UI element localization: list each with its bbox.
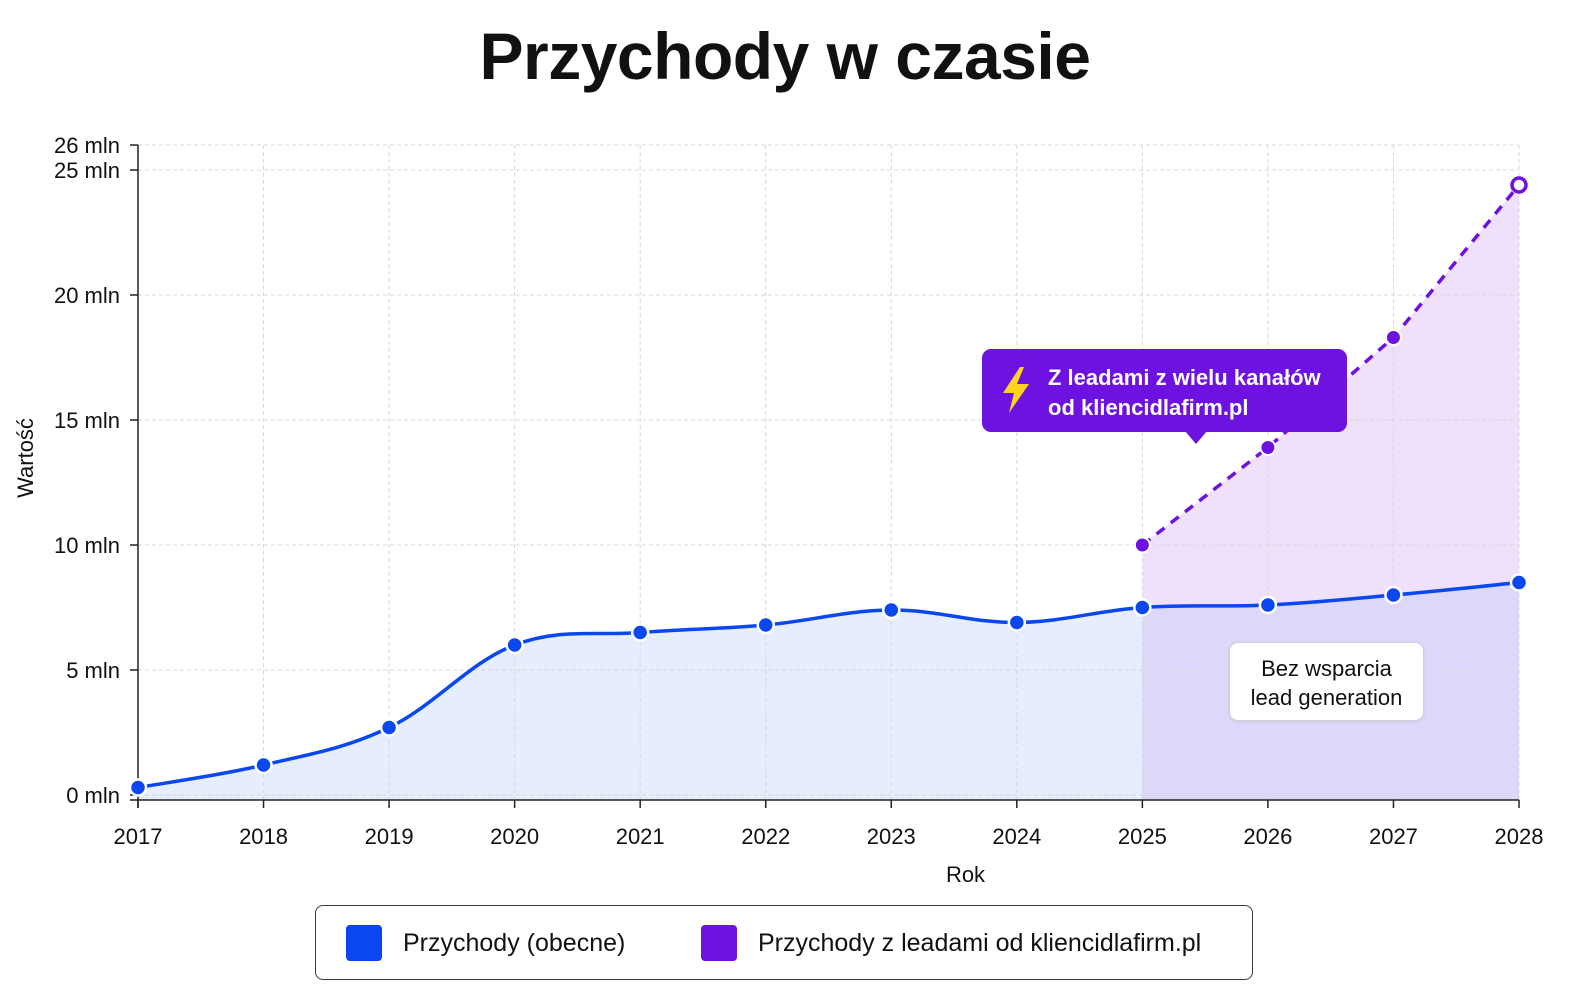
lightning-bolt-icon	[1003, 367, 1029, 413]
x-tick-label-9: 2026	[1243, 824, 1292, 849]
leads-callout-line-2: od kliencidlafirm.pl	[1048, 395, 1249, 420]
legend-label-current: Przychody (obecne)	[403, 928, 626, 957]
x-tick-label-7: 2024	[992, 824, 1041, 849]
legend-item-leads[interactable]: Przychody z leadami od kliencidlafirm.pl	[701, 925, 1201, 961]
point-leads-2026	[1259, 439, 1277, 456]
point-leads-2028	[1510, 176, 1528, 194]
x-tick-label-2: 2019	[365, 824, 414, 849]
leads-callout: Z leadami z wielu kanałów od kliencidlaf…	[982, 349, 1347, 444]
legend-item-current[interactable]: Przychody (obecne)	[346, 925, 625, 961]
point-leads-2027	[1384, 329, 1402, 346]
point-current-2023	[882, 600, 901, 620]
x-tick-label-5: 2022	[741, 824, 790, 849]
y-tick-label-3: 15 mln	[54, 408, 120, 433]
x-tick-label-10: 2027	[1369, 824, 1418, 849]
leads-callout-line-1: Z leadami z wielu kanałów	[1048, 365, 1321, 390]
x-tick-label-4: 2021	[616, 824, 665, 849]
legend: Przychody (obecne) Przychody z leadami o…	[315, 905, 1253, 980]
point-leads-2025	[1133, 536, 1151, 554]
series-line-current	[137, 580, 1520, 790]
point-current-2024	[1007, 613, 1027, 632]
point-current-2017	[128, 778, 148, 797]
legend-label-leads: Przychody z leadami od kliencidlafirm.pl	[758, 928, 1202, 957]
x-tick-label-0: 2017	[114, 824, 163, 849]
y-tick-label-1: 5 mln	[66, 658, 120, 683]
no-support-callout-line-2: lead generation	[1250, 685, 1403, 710]
callout-pointer	[1185, 431, 1207, 444]
y-tick-label-2: 10 mln	[54, 533, 120, 558]
x-tick-label-3: 2020	[490, 824, 539, 849]
legend-swatch-leads	[701, 925, 737, 961]
chart-title: Przychody w czasie	[479, 19, 1091, 93]
no-support-callout-line-1: Bez wsparcia	[1261, 656, 1392, 681]
point-current-2026	[1258, 595, 1278, 615]
y-tick-label-0: 0 mln	[66, 783, 120, 808]
point-current-2025	[1133, 598, 1152, 617]
point-current-2028	[1509, 573, 1529, 592]
legend-swatch-current	[346, 925, 382, 961]
point-current-2022	[756, 615, 775, 635]
point-current-2020	[505, 635, 524, 655]
y-tick-label-5: 25 mln	[54, 158, 120, 183]
y-axis-title: Wartość	[13, 418, 38, 498]
x-tick-label-6: 2023	[867, 824, 916, 849]
y-tick-label-4: 20 mln	[54, 283, 120, 308]
x-axis-title: Rok	[946, 862, 986, 887]
x-tick-label-8: 2025	[1118, 824, 1167, 849]
point-current-2019	[379, 718, 399, 737]
point-current-2018	[254, 755, 273, 775]
point-current-2027	[1384, 585, 1403, 605]
x-tick-label-11: 2028	[1495, 824, 1544, 849]
y-tick-label-6: 26 mln	[54, 133, 120, 158]
x-tick-label-1: 2018	[239, 824, 288, 849]
no-support-callout: Bez wsparcia lead generation	[1229, 642, 1424, 721]
point-current-2021	[630, 623, 650, 642]
